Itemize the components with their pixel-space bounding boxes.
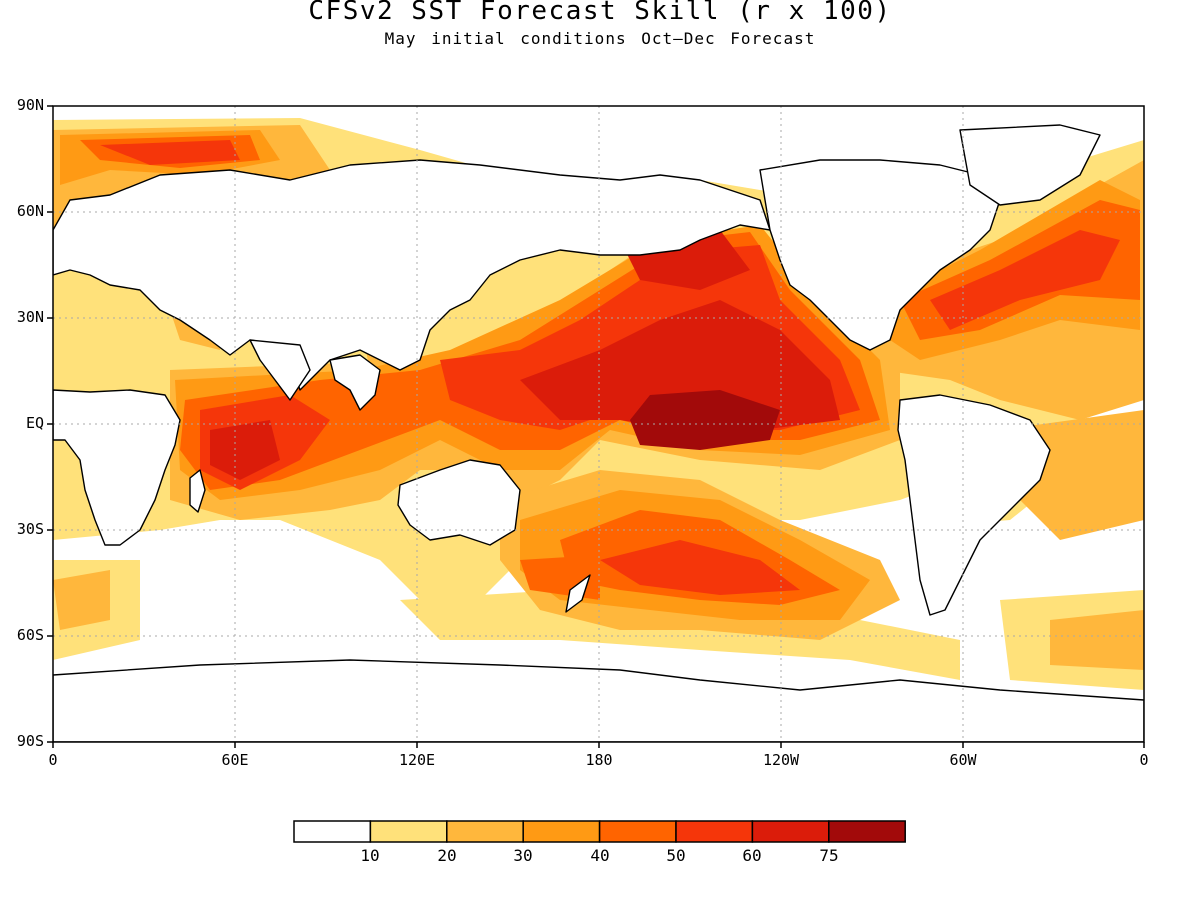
ytick-label: 90N (16, 96, 44, 114)
colorbar-label: 75 (819, 846, 839, 865)
chart-title: CFSv2 SST Forecast Skill (r x 100) (308, 0, 892, 26)
xtick-label: 0 (48, 751, 58, 769)
colorbar-label: 10 (360, 846, 380, 865)
colorbar-swatch (598, 820, 677, 843)
colorbar-label: 20 (437, 846, 457, 865)
colorbar-swatch (446, 820, 524, 843)
axis-ticks (47, 105, 1145, 748)
colorbar-label: 50 (666, 846, 686, 865)
xtick-label: 60W (949, 751, 977, 769)
colorbar-label: 40 (590, 846, 610, 865)
colorbar-label: 60 (742, 846, 762, 865)
colorbar-label: 30 (513, 846, 533, 865)
chart-subtitle: May initial conditions Oct—Dec Forecast (384, 29, 816, 48)
colorbar-swatch (828, 820, 906, 843)
ytick-label: 30S (16, 520, 44, 538)
ytick-label: 30N (16, 308, 44, 326)
xtick-label: 120E (398, 751, 436, 769)
ytick-label: EQ (25, 414, 44, 432)
colorbar-swatch (293, 820, 372, 843)
xtick-label: 0 (1139, 751, 1149, 769)
colorbar-swatch (522, 820, 601, 843)
colorbar-swatch (675, 820, 754, 843)
xtick-label: 180 (585, 751, 613, 769)
ytick-label: 90S (16, 732, 44, 750)
colorbar (293, 820, 906, 843)
xtick-label: 60E (221, 751, 249, 769)
gridlines (53, 106, 1144, 742)
colorbar-swatch (369, 820, 448, 843)
colorbar-swatch (751, 820, 830, 843)
xtick-label: 120W (762, 751, 800, 769)
ytick-label: 60S (16, 626, 44, 644)
ytick-label: 60N (16, 202, 44, 220)
